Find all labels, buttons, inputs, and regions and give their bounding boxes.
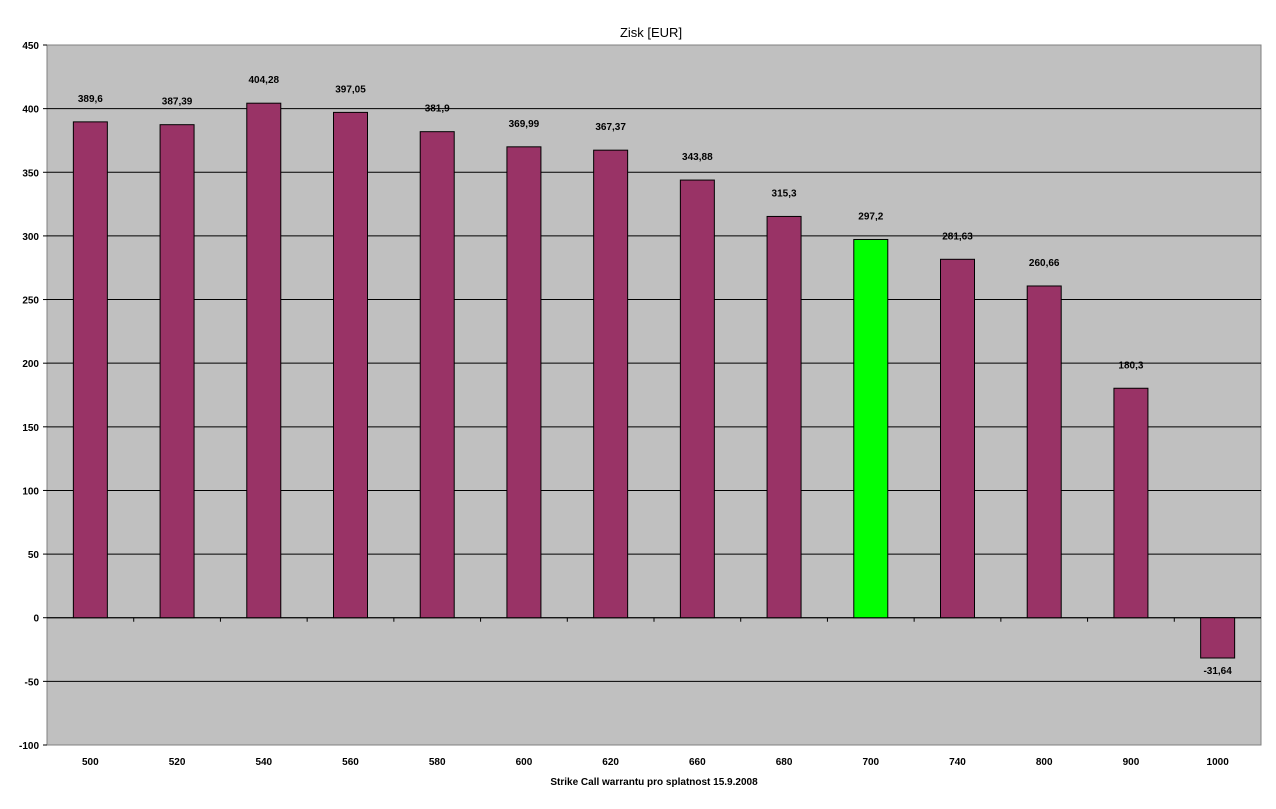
bar-700: [853, 238, 889, 619]
x-tick-label: 620: [602, 757, 619, 768]
x-tick-label: 600: [516, 757, 533, 768]
y-tick-label: 350: [22, 168, 39, 179]
x-tick-label: 680: [776, 757, 793, 768]
data-label: 180,3: [1118, 360, 1143, 371]
y-tick-label: 150: [22, 423, 39, 434]
x-tick-label: 660: [689, 757, 706, 768]
bar-680: [766, 215, 802, 619]
bar-740: [940, 258, 975, 619]
bar-540: [246, 102, 282, 619]
data-label: 297,2: [858, 211, 883, 222]
chart-title: Zisk [EUR]: [620, 25, 682, 40]
y-tick-label: 400: [22, 105, 39, 116]
bars: [72, 102, 1236, 659]
data-label: 315,3: [772, 188, 797, 199]
data-labels: 389,6 387,39 404,28 397,05 381,9 369,99 367,37…: [78, 75, 1232, 677]
x-tick-label: 500: [82, 757, 99, 768]
data-label: 260,66: [1029, 258, 1060, 269]
x-tick-label: 540: [255, 757, 272, 768]
x-axis-label: Strike Call warrantu pro splatnost 15.9.…: [550, 777, 758, 788]
y-tick-label: 250: [22, 296, 39, 307]
x-tick-label: 800: [1036, 757, 1053, 768]
data-label: 381,9: [425, 104, 450, 115]
data-label: 281,63: [942, 231, 973, 242]
x-tick-label: 740: [949, 757, 966, 768]
data-label: 367,37: [595, 122, 626, 133]
x-tick-label: 560: [342, 757, 359, 768]
data-label: 397,05: [335, 84, 366, 95]
y-tick-label: 300: [22, 232, 39, 243]
bar-560: [333, 111, 368, 619]
data-label: 369,99: [509, 119, 540, 130]
bar-660: [679, 179, 715, 619]
data-label: 389,6: [78, 94, 103, 105]
y-tick-label: -50: [25, 677, 40, 688]
y-tick-label: 0: [33, 614, 39, 625]
bar-580: [419, 131, 455, 619]
x-tick-label: 1000: [1207, 757, 1230, 768]
bar-800: [1026, 285, 1062, 619]
x-axis-ticks: 500 520 540 560 580 600 620 660 680 700 740 800 900 1…: [82, 617, 1230, 768]
y-tick-label: -100: [19, 741, 39, 752]
y-tick-label: 200: [22, 359, 39, 370]
x-tick-label: 900: [1123, 757, 1140, 768]
y-axis-ticks: -100 -50 0 50 100 150 200 250 300 350 400 450: [19, 41, 47, 752]
y-tick-label: 450: [22, 41, 39, 52]
x-tick-label: 520: [169, 757, 186, 768]
bar-520: [159, 124, 195, 619]
bar-600: [506, 146, 542, 619]
plot-area: [46, 44, 1262, 746]
data-label: -31,64: [1203, 666, 1232, 677]
bar-900: [1113, 387, 1149, 619]
bar-1000: [1200, 617, 1236, 659]
data-label: 387,39: [162, 97, 193, 108]
y-tick-label: 50: [28, 550, 40, 561]
x-tick-label: 580: [429, 757, 446, 768]
y-tick-label: 100: [22, 486, 39, 497]
data-label: 404,28: [248, 75, 279, 86]
x-tick-label: 700: [862, 757, 879, 768]
data-label: 343,88: [682, 152, 713, 163]
bar-500: [72, 121, 108, 619]
bar-620: [593, 149, 629, 619]
